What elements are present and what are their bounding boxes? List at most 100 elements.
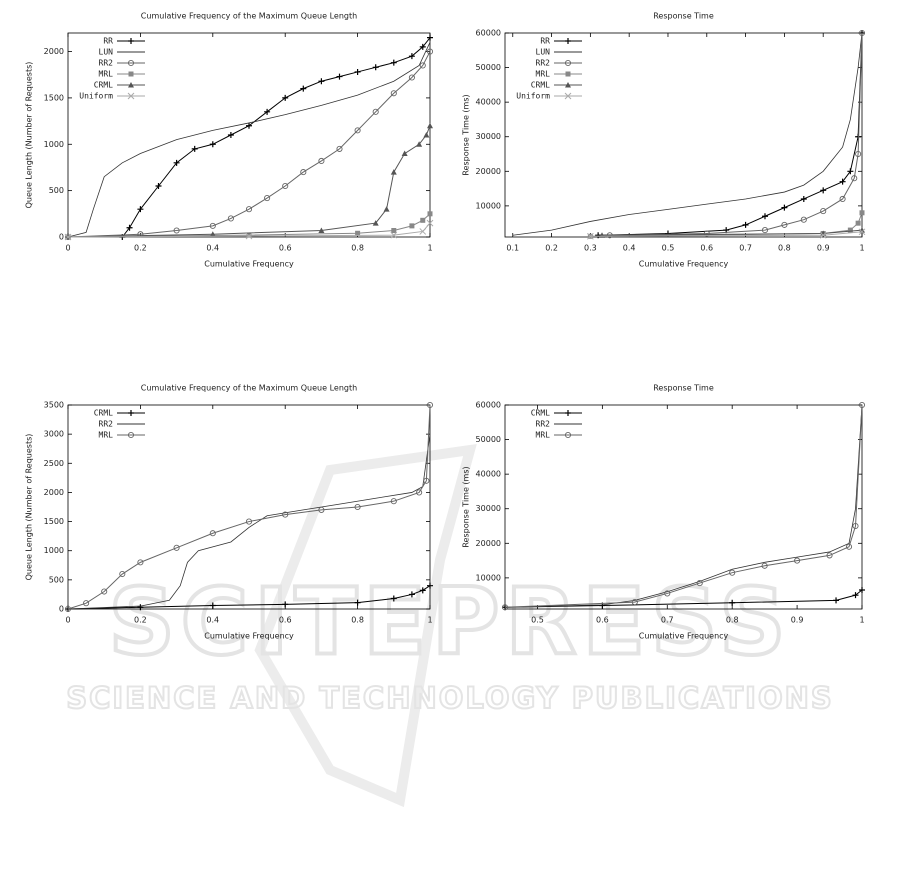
y-tick-label: 1000	[44, 546, 64, 555]
marker	[761, 213, 768, 220]
chart-title: Response Time	[653, 384, 714, 393]
legend-label: RR	[540, 37, 550, 46]
marker	[390, 595, 397, 602]
series-line	[598, 32, 863, 236]
marker	[227, 132, 234, 138]
y-tick-label: 2000	[44, 488, 64, 497]
x-tick-label: 0.6	[279, 616, 292, 625]
marker	[742, 221, 749, 228]
plot-frame	[504, 32, 863, 238]
legend-marker	[128, 82, 134, 88]
marker	[416, 489, 423, 496]
y-tick-label: 0	[59, 605, 64, 614]
y-axis-label: Queue Length (Number of Requests)	[25, 434, 34, 581]
chart: Cumulative Frequency of the Maximum Queu…	[25, 12, 434, 269]
marker	[354, 503, 361, 511]
x-tick-label: 1	[427, 616, 432, 625]
marker	[859, 586, 865, 593]
marker	[372, 108, 379, 115]
marker	[781, 204, 788, 211]
y-tick-label: 60000	[476, 401, 501, 410]
series-line	[609, 32, 863, 236]
x-axis-label: Cumulative Frequency	[639, 632, 729, 641]
legend-marker	[128, 38, 134, 44]
legend-label: RR2	[536, 420, 551, 429]
x-tick-label: 0.9	[791, 616, 804, 625]
marker	[761, 562, 768, 569]
marker	[264, 108, 271, 115]
y-tick-label: 1000	[44, 140, 64, 149]
marker	[426, 401, 434, 409]
y-tick-label: 50000	[476, 435, 501, 444]
y-tick-label: 40000	[476, 98, 501, 107]
marker	[426, 48, 434, 55]
marker	[101, 588, 108, 595]
y-tick-label: 500	[49, 575, 64, 584]
y-tick-label: 10000	[476, 573, 501, 582]
x-tick-label: 0.7	[661, 616, 674, 625]
chart: Response Time Cumulative Frequency Respons…	[462, 12, 866, 269]
marker	[800, 195, 807, 202]
marker	[501, 604, 509, 611]
marker	[729, 599, 736, 606]
legend-marker	[127, 431, 135, 439]
plot-frame	[67, 404, 431, 610]
marker	[83, 600, 90, 607]
plot-frame	[504, 404, 863, 610]
y-tick-label: 10000	[476, 201, 501, 210]
marker	[282, 182, 289, 190]
x-tick-label: 0.1	[506, 244, 519, 253]
x-tick-label: 0.8	[778, 244, 791, 253]
legend-marker	[564, 431, 572, 439]
series-line	[67, 434, 431, 610]
marker	[423, 132, 430, 138]
marker	[372, 64, 379, 71]
marker	[390, 90, 397, 97]
marker	[64, 233, 72, 241]
legend-label: CRML	[94, 81, 113, 90]
marker	[855, 220, 861, 226]
marker	[858, 401, 866, 409]
x-tick-label: 0.2	[134, 244, 147, 253]
marker	[119, 570, 126, 578]
marker	[852, 592, 859, 599]
marker	[851, 175, 858, 182]
legend-label: RR2	[99, 59, 114, 68]
marker	[696, 580, 703, 587]
y-axis-label: Queue Length (Number of Requests)	[25, 62, 34, 209]
x-tick-label: 0.7	[739, 244, 752, 253]
marker	[820, 187, 827, 194]
marker	[227, 215, 234, 222]
legend-label: MRL	[99, 431, 114, 440]
chart-title: Response Time	[653, 12, 714, 21]
marker	[264, 195, 271, 202]
y-tick-label: 20000	[476, 167, 501, 176]
marker	[839, 178, 846, 185]
legend-marker	[565, 71, 571, 77]
marker	[318, 506, 325, 513]
series-line	[504, 589, 863, 608]
marker	[833, 597, 840, 604]
y-tick-label: 2000	[44, 47, 64, 56]
marker	[408, 74, 415, 81]
chart-title: Cumulative Frequency of the Maximum Queu…	[141, 12, 357, 21]
x-tick-label: 1	[427, 244, 432, 253]
marker	[401, 150, 408, 157]
legend-marker	[128, 410, 134, 416]
watermark-logo	[254, 443, 477, 808]
marker	[855, 150, 862, 158]
series-line	[504, 404, 863, 608]
legend-marker	[565, 38, 571, 44]
x-tick-label: 0	[65, 244, 70, 253]
marker	[155, 183, 162, 189]
y-tick-label: 20000	[476, 539, 501, 548]
chart-title: Cumulative Frequency of the Maximum Queu…	[141, 384, 357, 393]
x-axis-label: Cumulative Frequency	[204, 632, 294, 641]
marker	[354, 68, 361, 75]
y-tick-label: 30000	[476, 132, 501, 141]
marker	[354, 127, 361, 134]
series-line	[67, 125, 431, 238]
legend-label: RR	[103, 37, 113, 46]
marker	[858, 228, 866, 236]
legend-marker	[127, 59, 135, 67]
